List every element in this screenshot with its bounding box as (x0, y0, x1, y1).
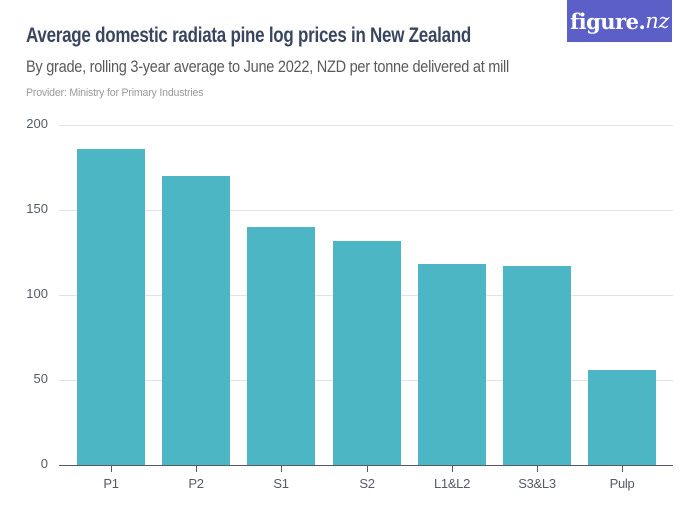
figure-nz-logo[interactable]: figure. nz (567, 0, 672, 42)
bar-p2[interactable] (162, 176, 230, 465)
x-tick (622, 466, 623, 472)
bar-s3-l3[interactable] (503, 266, 571, 465)
x-tick-label: S1 (273, 476, 289, 491)
x-tick-label: L1&L2 (433, 476, 471, 491)
gridline (59, 125, 673, 126)
x-tick-label: S3&L3 (518, 476, 556, 491)
bar-s2[interactable] (333, 241, 401, 465)
x-tick (537, 466, 538, 472)
chart-subtitle: By grade, rolling 3-year average to June… (26, 58, 509, 76)
gridline (59, 210, 673, 211)
logo-suffix: nz (645, 9, 669, 33)
y-tick-label: 0 (40, 456, 48, 471)
x-tick (281, 466, 282, 472)
x-tick (367, 466, 368, 472)
logo-text: figure. (570, 8, 646, 34)
y-tick-label: 150 (26, 201, 48, 216)
y-tick-label: 100 (26, 286, 48, 301)
x-axis-line (59, 465, 673, 466)
x-tick-label: P1 (103, 476, 119, 491)
bar-pulp[interactable] (588, 370, 656, 465)
x-tick (111, 466, 112, 472)
y-tick-label: 200 (26, 116, 48, 131)
bar-p1[interactable] (77, 149, 145, 465)
y-tick-label: 50 (33, 371, 48, 386)
chart-title: Average domestic radiata pine log prices… (26, 24, 472, 47)
x-tick-label: P2 (188, 476, 204, 491)
x-tick (196, 466, 197, 472)
x-tick-label: S2 (359, 476, 375, 491)
bar-l1-l2[interactable] (418, 264, 486, 465)
x-tick (452, 466, 453, 472)
provider-label: Provider: Ministry for Primary Industrie… (26, 87, 204, 99)
bar-s1[interactable] (247, 227, 315, 465)
x-tick-label: Pulp (609, 476, 635, 491)
